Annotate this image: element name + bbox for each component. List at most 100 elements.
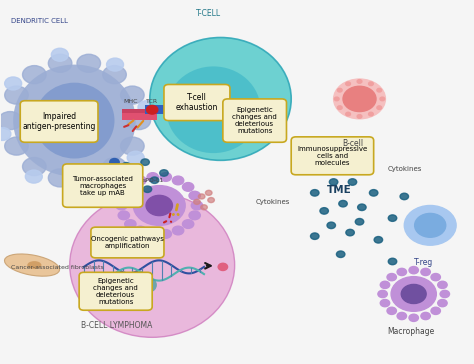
Ellipse shape	[143, 278, 157, 292]
Text: Epigenetic
changes and
deleterious
mutations: Epigenetic changes and deleterious mutat…	[232, 107, 277, 134]
Circle shape	[337, 251, 345, 257]
Text: TCR: TCR	[146, 99, 158, 103]
Circle shape	[122, 184, 130, 191]
Text: Cytokines: Cytokines	[256, 199, 290, 205]
Circle shape	[160, 230, 172, 238]
Text: Immunosuppressive
cells and
molecules: Immunosuppressive cells and molecules	[297, 146, 367, 166]
Circle shape	[5, 77, 22, 90]
Circle shape	[380, 97, 385, 101]
Circle shape	[23, 66, 46, 84]
Circle shape	[369, 82, 374, 86]
Text: Oncogenic pathways
amplification: Oncogenic pathways amplification	[91, 236, 164, 249]
Circle shape	[110, 158, 119, 166]
Circle shape	[5, 86, 28, 104]
Text: sPD-L1: sPD-L1	[143, 178, 164, 183]
Ellipse shape	[150, 37, 291, 160]
Circle shape	[146, 195, 173, 215]
Circle shape	[125, 220, 136, 228]
Ellipse shape	[13, 64, 136, 177]
FancyBboxPatch shape	[91, 227, 164, 258]
Circle shape	[205, 190, 212, 195]
FancyBboxPatch shape	[145, 111, 181, 114]
Circle shape	[173, 176, 184, 185]
Circle shape	[380, 300, 390, 307]
Circle shape	[401, 284, 426, 304]
Circle shape	[118, 211, 129, 220]
Circle shape	[377, 88, 382, 92]
Ellipse shape	[166, 66, 261, 153]
Circle shape	[189, 191, 201, 200]
Circle shape	[431, 273, 440, 281]
Circle shape	[310, 233, 319, 240]
Circle shape	[198, 194, 205, 199]
Circle shape	[146, 106, 158, 114]
Circle shape	[346, 82, 350, 86]
Circle shape	[122, 162, 130, 169]
FancyBboxPatch shape	[79, 272, 152, 310]
Circle shape	[5, 137, 28, 155]
Ellipse shape	[27, 261, 41, 269]
Ellipse shape	[35, 83, 115, 158]
Circle shape	[387, 273, 396, 281]
FancyBboxPatch shape	[63, 164, 143, 207]
Text: Macrophage: Macrophage	[388, 327, 435, 336]
Circle shape	[147, 173, 158, 181]
FancyBboxPatch shape	[145, 108, 181, 111]
Circle shape	[421, 268, 430, 276]
Circle shape	[397, 268, 407, 276]
Circle shape	[182, 220, 194, 228]
Text: Impaired
antigen-presenting: Impaired antigen-presenting	[22, 112, 96, 131]
Circle shape	[120, 86, 144, 104]
Circle shape	[118, 169, 125, 174]
Circle shape	[374, 237, 383, 243]
Circle shape	[387, 307, 396, 314]
Circle shape	[334, 79, 385, 119]
Circle shape	[208, 198, 214, 203]
Circle shape	[127, 151, 144, 164]
Circle shape	[51, 48, 68, 61]
Circle shape	[173, 226, 184, 235]
Circle shape	[81, 180, 98, 193]
Circle shape	[348, 179, 357, 185]
Text: Cytokines: Cytokines	[388, 166, 422, 172]
Circle shape	[147, 230, 158, 238]
Circle shape	[438, 281, 447, 288]
Circle shape	[25, 170, 42, 183]
Circle shape	[378, 290, 387, 298]
Circle shape	[125, 183, 136, 191]
Circle shape	[409, 266, 419, 274]
Circle shape	[404, 206, 456, 245]
Text: DENDRITIC CELL: DENDRITIC CELL	[11, 18, 68, 24]
Circle shape	[369, 190, 378, 196]
Circle shape	[118, 191, 129, 200]
Circle shape	[120, 137, 144, 155]
Circle shape	[415, 213, 446, 237]
Circle shape	[127, 111, 151, 130]
Circle shape	[0, 111, 22, 130]
Circle shape	[329, 179, 338, 185]
Circle shape	[438, 300, 447, 307]
Circle shape	[107, 58, 124, 71]
Circle shape	[141, 159, 149, 165]
Circle shape	[369, 112, 374, 116]
Circle shape	[201, 205, 207, 210]
Circle shape	[134, 191, 142, 198]
Text: Cancer-associated fibroblasts: Cancer-associated fibroblasts	[11, 265, 103, 270]
Text: T-cell
exhaustion: T-cell exhaustion	[176, 93, 218, 112]
Circle shape	[421, 312, 430, 320]
FancyBboxPatch shape	[121, 109, 157, 113]
Ellipse shape	[124, 278, 138, 292]
Circle shape	[48, 169, 72, 187]
Circle shape	[143, 186, 152, 193]
Circle shape	[131, 179, 140, 185]
Circle shape	[150, 177, 159, 183]
Circle shape	[343, 86, 376, 111]
Circle shape	[388, 258, 397, 265]
FancyBboxPatch shape	[145, 106, 181, 108]
Circle shape	[191, 201, 202, 210]
Circle shape	[135, 176, 146, 185]
FancyBboxPatch shape	[223, 99, 286, 142]
FancyBboxPatch shape	[20, 101, 98, 142]
Circle shape	[357, 80, 362, 83]
Circle shape	[346, 229, 355, 236]
